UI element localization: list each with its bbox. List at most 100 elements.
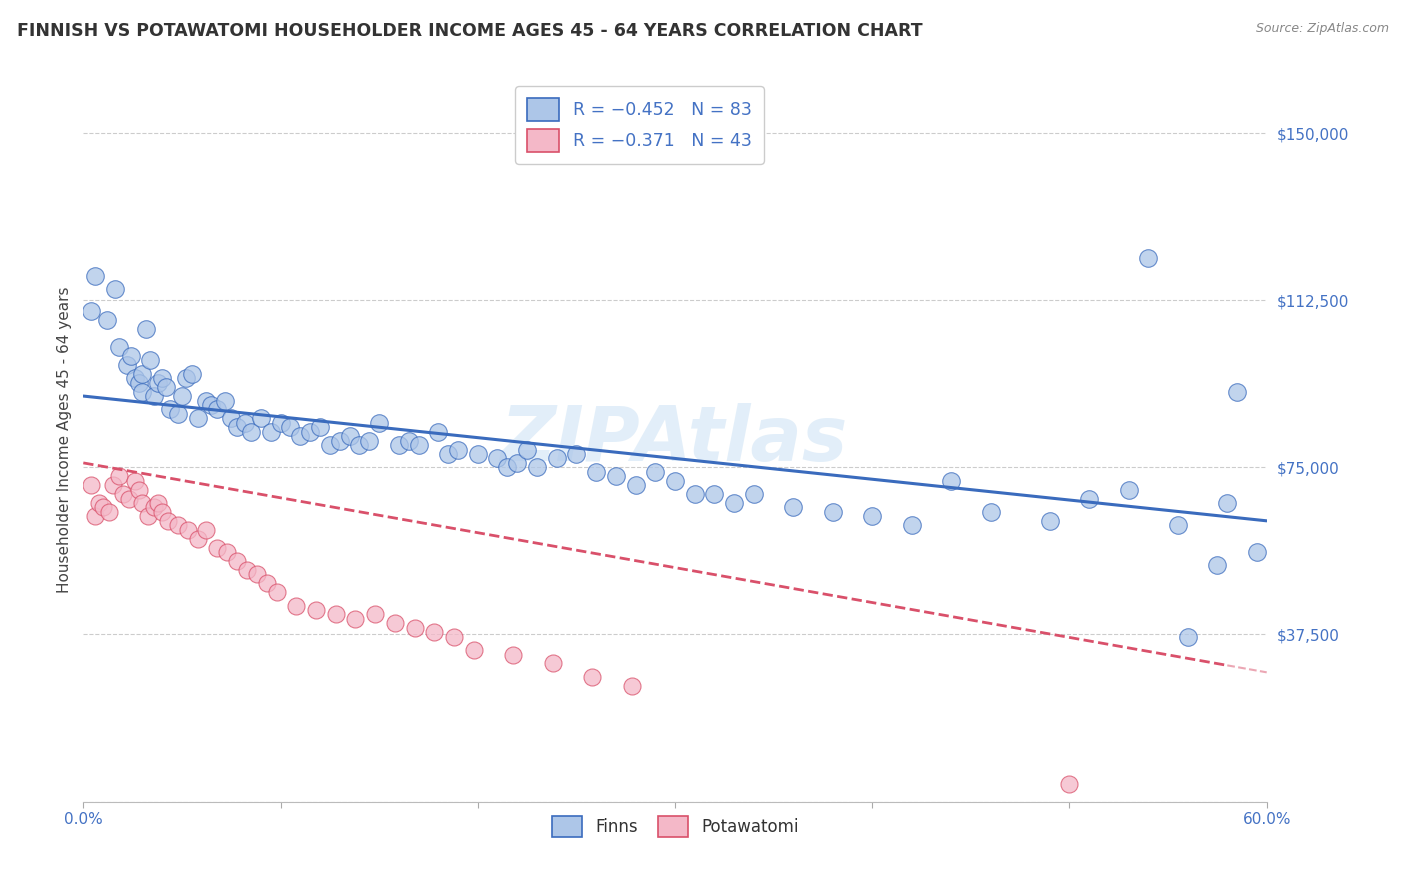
Point [97, 505, 120, 519]
Point [1118, 483, 1140, 497]
Point [1078, 491, 1101, 506]
Point [236, 563, 259, 577]
Point [150, 505, 173, 519]
Point [1039, 514, 1062, 528]
Point [742, 487, 765, 501]
Point [260, 425, 283, 439]
Point [398, 434, 420, 448]
Point [155, 380, 177, 394]
Point [1137, 251, 1160, 265]
Point [120, 349, 142, 363]
Point [939, 474, 962, 488]
Point [408, 438, 430, 452]
Point [565, 447, 588, 461]
Point [226, 554, 249, 568]
Point [157, 514, 180, 528]
Point [139, 353, 162, 368]
Point [128, 376, 150, 390]
Point [290, 429, 312, 443]
Point [384, 616, 406, 631]
Point [581, 670, 603, 684]
Point [437, 447, 460, 461]
Point [447, 442, 470, 457]
Point [467, 447, 489, 461]
Point [219, 411, 242, 425]
Point [107, 340, 129, 354]
Point [96, 313, 118, 327]
Point [167, 518, 190, 533]
Point [138, 509, 160, 524]
Point [526, 460, 548, 475]
Point [150, 371, 173, 385]
Point [900, 518, 922, 533]
Point [1177, 630, 1199, 644]
Point [305, 603, 328, 617]
Point [860, 509, 883, 524]
Point [104, 282, 127, 296]
Text: Source: ZipAtlas.com: Source: ZipAtlas.com [1256, 22, 1389, 36]
Text: FINNISH VS POTAWATOMI HOUSEHOLDER INCOME AGES 45 - 64 YEARS CORRELATION CHART: FINNISH VS POTAWATOMI HOUSEHOLDER INCOME… [17, 22, 922, 40]
Point [349, 438, 371, 452]
Point [344, 612, 367, 626]
Point [388, 438, 411, 452]
Point [111, 487, 134, 501]
Point [249, 411, 271, 425]
Y-axis label: Householder Income Ages 45 - 64 years: Householder Income Ages 45 - 64 years [58, 286, 72, 593]
Point [135, 322, 157, 336]
Point [644, 465, 666, 479]
Point [703, 487, 725, 501]
Point [194, 393, 217, 408]
Point [84, 509, 107, 524]
Point [443, 630, 465, 644]
Point [226, 420, 249, 434]
Point [170, 389, 193, 403]
Point [207, 541, 229, 555]
Point [174, 371, 197, 385]
Point [118, 491, 141, 506]
Point [359, 434, 381, 448]
Point [624, 478, 647, 492]
Point [486, 451, 509, 466]
Point [1226, 384, 1249, 399]
Point [143, 500, 166, 515]
Point [821, 505, 844, 519]
Point [233, 416, 256, 430]
Point [364, 607, 387, 622]
Legend: Finns, Potawatomi: Finns, Potawatomi [546, 809, 806, 844]
Point [1206, 558, 1229, 573]
Point [167, 407, 190, 421]
Point [87, 496, 110, 510]
Point [1246, 545, 1268, 559]
Point [217, 545, 239, 559]
Point [368, 416, 391, 430]
Point [423, 625, 446, 640]
Point [723, 496, 745, 510]
Point [200, 398, 222, 412]
Point [1059, 777, 1081, 791]
Point [270, 416, 292, 430]
Point [246, 567, 269, 582]
Point [516, 442, 538, 457]
Point [180, 367, 202, 381]
Point [541, 657, 564, 671]
Point [329, 434, 352, 448]
Point [325, 607, 347, 622]
Point [496, 460, 519, 475]
Point [299, 425, 322, 439]
Point [280, 420, 302, 434]
Point [605, 469, 627, 483]
Point [1216, 496, 1239, 510]
Point [131, 367, 153, 381]
Point [319, 438, 342, 452]
Point [256, 576, 278, 591]
Point [207, 402, 229, 417]
Point [131, 384, 153, 399]
Point [187, 532, 209, 546]
Point [143, 389, 166, 403]
Point [239, 425, 262, 439]
Point [214, 393, 236, 408]
Point [131, 496, 153, 510]
Point [404, 621, 426, 635]
Point [84, 268, 107, 283]
Point [187, 411, 209, 425]
